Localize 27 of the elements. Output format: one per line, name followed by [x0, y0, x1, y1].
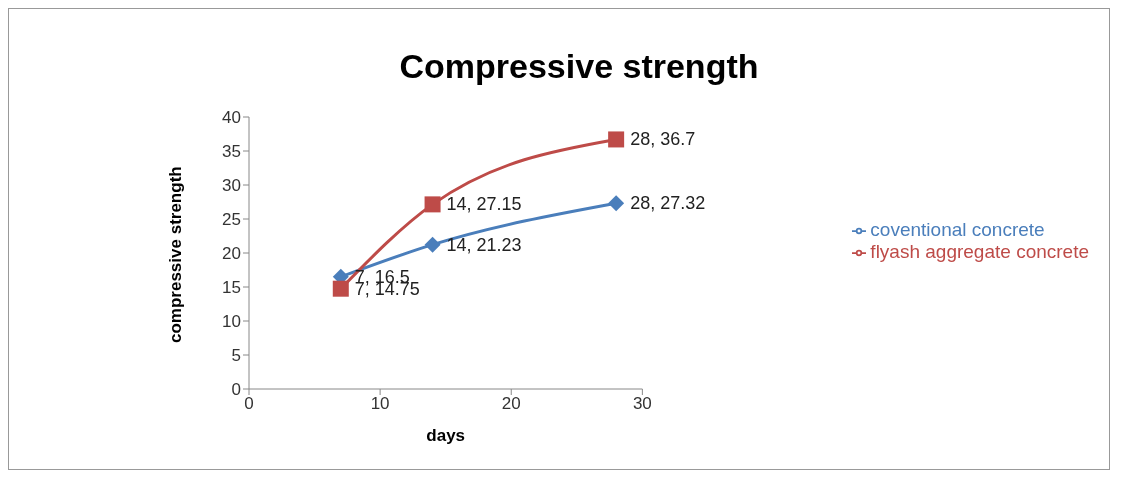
x-tick-label: 10: [370, 394, 390, 414]
y-tick-label: 0: [231, 380, 241, 400]
point: [332, 280, 349, 297]
data-label: 14, 27.15: [446, 194, 522, 215]
data-label: 14, 21.23: [446, 234, 522, 255]
y-axis-title: compressive strength: [166, 166, 186, 343]
y-tick-label: 15: [222, 278, 241, 298]
point: [424, 236, 441, 253]
point: [608, 131, 625, 148]
y-tick-label: 10: [222, 312, 241, 332]
y-tick-label: 20: [222, 244, 241, 264]
point: [424, 196, 441, 213]
point: [608, 195, 625, 212]
y-tick-label: 40: [222, 108, 241, 128]
y-tick-label: 5: [231, 346, 241, 366]
x-axis-title: days: [426, 426, 466, 445]
y-tick-label: 25: [222, 210, 241, 230]
legend-label: coventional concrete: [870, 219, 1045, 240]
x-tick-label: 20: [501, 394, 521, 414]
chart-title: Compressive strength: [398, 46, 760, 87]
data-label: 28, 27.32: [630, 193, 706, 214]
data-label: 28, 36.7: [630, 129, 696, 150]
legend-label: flyash aggregate concrete: [870, 241, 1089, 262]
x-tick-label: 0: [244, 394, 254, 414]
y-tick-label: 30: [222, 176, 241, 196]
y-tick-label: 35: [222, 142, 241, 162]
x-tick-label: 30: [632, 394, 652, 414]
